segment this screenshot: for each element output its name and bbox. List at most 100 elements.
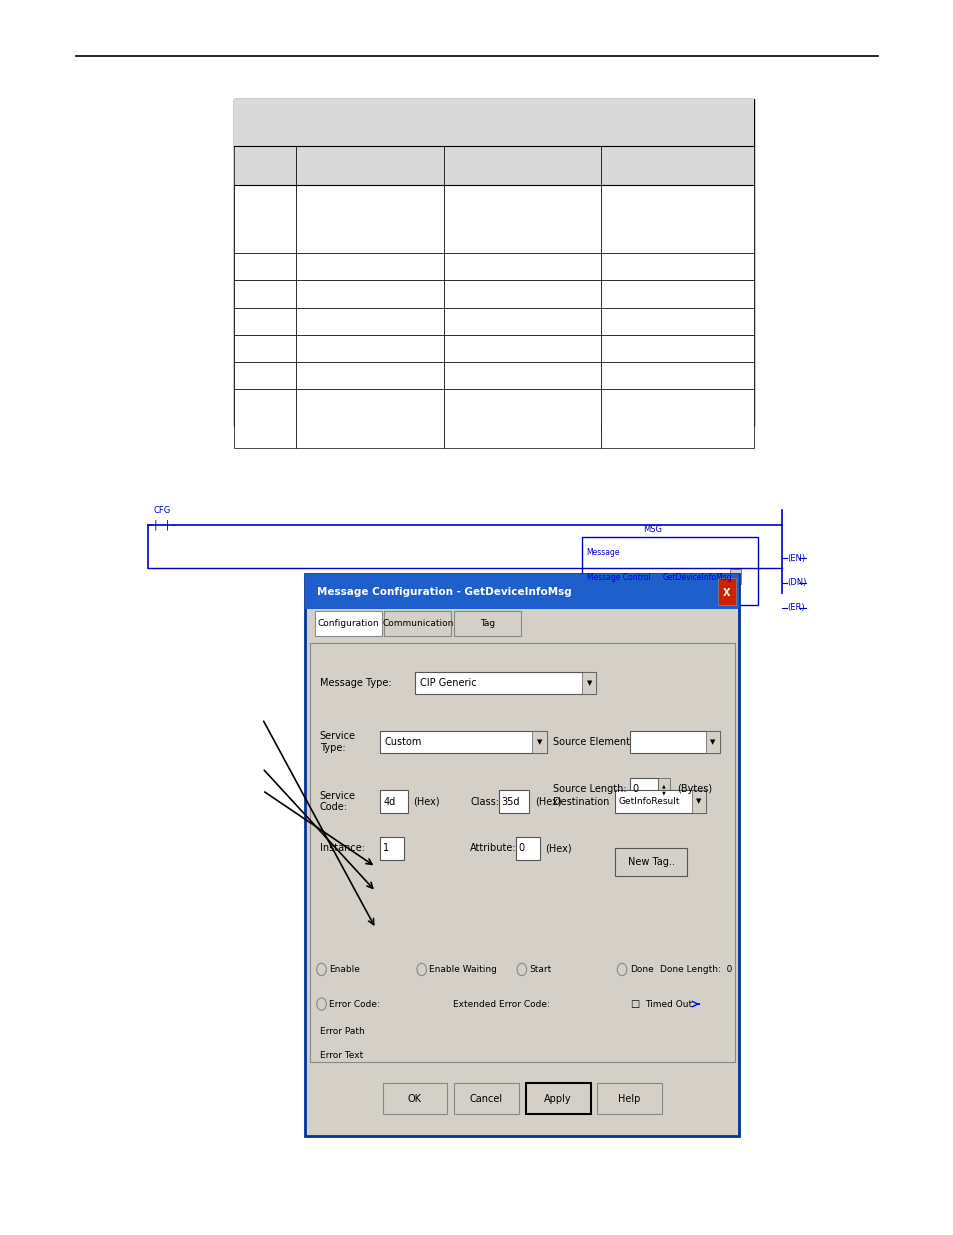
Bar xyxy=(379,790,408,813)
Text: ▼: ▼ xyxy=(695,799,700,804)
Bar xyxy=(532,731,546,753)
Bar xyxy=(600,362,753,389)
Bar xyxy=(379,837,403,860)
Bar xyxy=(233,389,295,448)
Text: Error Code:: Error Code: xyxy=(329,999,379,1009)
Text: Apply: Apply xyxy=(544,1093,571,1104)
Bar xyxy=(415,672,596,694)
Text: Start: Start xyxy=(529,965,551,974)
Bar xyxy=(691,790,705,813)
Text: ▼: ▼ xyxy=(661,790,665,795)
Text: Tag: Tag xyxy=(479,619,495,629)
Bar xyxy=(233,308,295,335)
Bar xyxy=(310,643,734,1062)
Text: Message: Message xyxy=(586,547,619,557)
Text: 35d: 35d xyxy=(501,797,519,806)
Bar xyxy=(233,99,753,146)
Bar xyxy=(615,848,686,876)
Bar xyxy=(295,146,443,185)
Bar xyxy=(600,335,753,362)
Text: (ER): (ER) xyxy=(786,603,803,613)
Text: Attribute:: Attribute: xyxy=(470,844,517,853)
Bar xyxy=(379,731,546,753)
Bar xyxy=(454,611,520,636)
Text: Source Element: Source Element xyxy=(553,737,630,747)
Text: Done Length:  0: Done Length: 0 xyxy=(659,965,732,974)
Bar xyxy=(295,280,443,308)
Text: (Hex): (Hex) xyxy=(413,797,439,806)
Bar xyxy=(314,611,381,636)
Bar xyxy=(295,253,443,280)
Text: Timed Out: Timed Out xyxy=(644,999,691,1009)
Bar xyxy=(443,146,600,185)
Text: Service
Code:: Service Code: xyxy=(319,790,355,813)
Bar xyxy=(705,731,720,753)
Bar xyxy=(597,1083,661,1114)
Text: Instance:: Instance: xyxy=(319,844,364,853)
Text: □: □ xyxy=(629,999,639,1009)
Text: Custom: Custom xyxy=(384,737,421,747)
Text: Service
Type:: Service Type: xyxy=(319,731,355,753)
Bar xyxy=(600,280,753,308)
Bar xyxy=(443,389,600,448)
Bar xyxy=(629,778,658,800)
Text: X: X xyxy=(722,588,730,598)
Text: Communication: Communication xyxy=(382,619,453,629)
Text: Enable Waiting: Enable Waiting xyxy=(429,965,497,974)
Bar xyxy=(233,280,295,308)
Bar xyxy=(581,537,758,605)
Bar xyxy=(600,146,753,185)
Bar xyxy=(525,1083,590,1114)
Text: Source Length:: Source Length: xyxy=(553,784,626,794)
Bar xyxy=(295,335,443,362)
Text: Extended Error Code:: Extended Error Code: xyxy=(453,999,550,1009)
Text: Done: Done xyxy=(629,965,653,974)
Text: CIP Generic: CIP Generic xyxy=(419,678,476,688)
Bar xyxy=(305,574,739,1136)
Text: (Hex): (Hex) xyxy=(535,797,561,806)
Bar xyxy=(629,731,720,753)
Bar xyxy=(305,574,739,609)
Bar xyxy=(233,146,295,185)
Bar xyxy=(295,389,443,448)
Text: 1: 1 xyxy=(382,844,388,853)
Bar xyxy=(718,578,735,605)
Text: New Tag..: New Tag.. xyxy=(627,857,674,867)
Bar xyxy=(443,253,600,280)
Bar xyxy=(600,308,753,335)
Text: ▼: ▼ xyxy=(709,740,715,745)
Text: (EN): (EN) xyxy=(786,553,804,563)
Bar xyxy=(658,778,669,800)
Bar xyxy=(233,335,295,362)
Text: 4d: 4d xyxy=(383,797,395,806)
Bar xyxy=(443,185,600,253)
Bar xyxy=(443,280,600,308)
Text: Error Text: Error Text xyxy=(319,1051,362,1061)
Bar xyxy=(581,672,596,694)
Bar xyxy=(600,253,753,280)
Text: 0: 0 xyxy=(632,784,638,794)
Text: 0: 0 xyxy=(517,844,523,853)
Text: Destination: Destination xyxy=(553,797,609,806)
Bar xyxy=(384,611,451,636)
Text: Message Control: Message Control xyxy=(586,573,650,583)
Bar xyxy=(516,837,539,860)
Bar xyxy=(454,1083,518,1114)
Text: Message Configuration - GetDeviceInfoMsg: Message Configuration - GetDeviceInfoMsg xyxy=(316,587,571,597)
Text: Message Type:: Message Type: xyxy=(319,678,391,688)
Text: -| |-: -| |- xyxy=(148,520,176,530)
Bar xyxy=(295,308,443,335)
Text: Configuration: Configuration xyxy=(317,619,378,629)
Bar xyxy=(295,362,443,389)
Text: Help: Help xyxy=(618,1093,640,1104)
Text: OK: OK xyxy=(408,1093,421,1104)
Bar xyxy=(615,790,705,813)
Bar xyxy=(382,1083,447,1114)
Text: GetInfoResult: GetInfoResult xyxy=(618,797,679,806)
Bar xyxy=(443,362,600,389)
Bar xyxy=(233,146,753,185)
Text: (Hex): (Hex) xyxy=(544,844,571,853)
Text: MSG: MSG xyxy=(642,525,661,534)
Text: CFG: CFG xyxy=(153,506,171,515)
Bar xyxy=(233,362,295,389)
